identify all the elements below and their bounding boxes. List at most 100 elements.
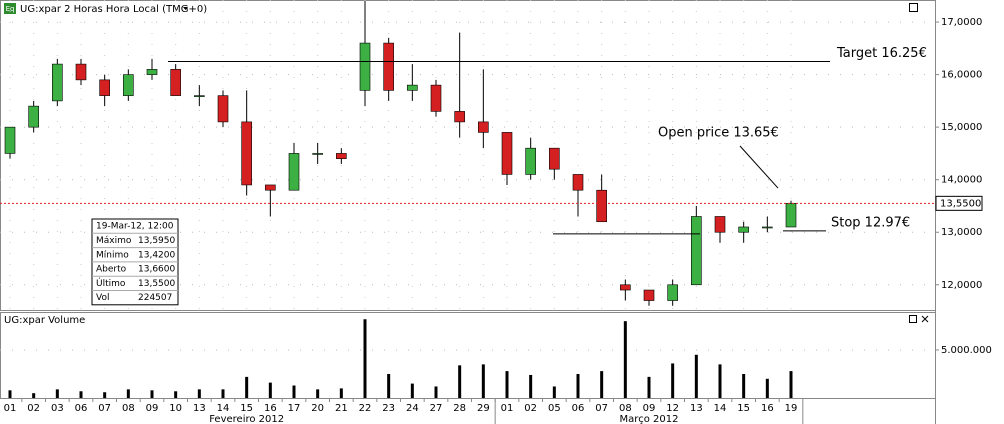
volume-bar [647, 376, 651, 398]
volume-bar [718, 364, 722, 398]
volume-bar [765, 378, 769, 398]
badge: Eq [6, 5, 15, 13]
volume-bar [576, 373, 580, 398]
candle-body [785, 203, 797, 228]
title-dropdown[interactable] [183, 7, 188, 10]
x-tick-label: 27 [430, 403, 443, 414]
candle-body [312, 153, 323, 155]
candle-body [407, 84, 418, 91]
x-tick-label: 22 [359, 403, 372, 414]
annotation: Target 16.25€ [836, 46, 927, 61]
x-tick-label: 01 [4, 403, 17, 414]
volume-bar [742, 373, 746, 398]
candle-body [620, 284, 631, 291]
volume-bar [221, 389, 225, 398]
x-tick-label: 14 [714, 403, 727, 414]
x-tick-label: 02 [524, 403, 537, 414]
x-tick-label: 20 [311, 403, 324, 414]
candle-body [525, 147, 536, 175]
candle-body [241, 121, 252, 186]
volume-bar [387, 373, 391, 398]
volume-bar [79, 391, 83, 398]
volume-bar [339, 388, 343, 398]
info-text: 19-Mar-12, 12:00 [96, 222, 174, 232]
info-text: Vol [96, 293, 109, 303]
volume-bar [268, 382, 272, 398]
x-tick-label: 14 [217, 403, 230, 414]
candle-body [336, 153, 347, 159]
volume-maximize[interactable] [909, 315, 917, 323]
candle-body [4, 126, 16, 154]
x-tick-label: 02 [27, 403, 40, 414]
candle-body [454, 111, 465, 123]
volume-bar [363, 319, 367, 398]
x-tick-label: 09 [643, 403, 656, 414]
y-tick-label: 14,0000 [941, 175, 982, 186]
volume-bar [529, 374, 533, 398]
candle-body [170, 69, 181, 96]
candle-body [643, 289, 655, 301]
volume-bar [103, 392, 107, 398]
x-tick-label: 09 [146, 403, 159, 414]
candle-body [667, 284, 678, 301]
maximize-button[interactable] [909, 3, 918, 12]
info-text: Mínimo [96, 250, 129, 260]
last-price-box [935, 195, 983, 211]
candle-body [288, 153, 300, 191]
info-text: Aberto [96, 265, 127, 275]
x-tick-label: 08 [122, 403, 135, 414]
x-tick-label: 17 [288, 403, 301, 414]
info-text: 13,5950 [138, 236, 175, 246]
x-tick-label: 06 [75, 403, 88, 414]
x-tick-label: 24 [406, 403, 419, 414]
x-tick-label: 21 [335, 403, 348, 414]
x-tick-label: 16 [264, 403, 277, 414]
x-tick-label: 15 [737, 403, 750, 414]
y-tick-label: 12,0000 [941, 280, 982, 291]
x-tick-label: 15 [240, 403, 253, 414]
volume-title: UG:xpar Volume [4, 315, 85, 326]
candle-body [714, 216, 726, 233]
volume-bar [552, 386, 556, 398]
x-tick-label: 13 [193, 403, 206, 414]
last-price-label: 13,5500 [940, 198, 981, 209]
volume-close[interactable] [921, 315, 929, 323]
x-tick-label: 07 [98, 403, 111, 414]
volume-bar [410, 383, 414, 398]
volume-bar [458, 365, 462, 398]
month-label: Março 2012 [620, 414, 679, 424]
info-text: Máximo [96, 236, 132, 246]
info-text: 13,5500 [138, 279, 175, 289]
candle-body [28, 105, 39, 128]
volume-bar [32, 393, 36, 398]
volume-bar [126, 389, 130, 398]
info-text: Último [96, 277, 126, 289]
candle-body [572, 174, 584, 191]
x-tick-label: 23 [382, 403, 395, 414]
candle-body [762, 226, 773, 229]
y-tick-label: 17,0000 [941, 17, 982, 28]
x-tick-label: 28 [453, 403, 466, 414]
x-tick-label: 29 [477, 403, 490, 414]
x-tick-label: 12 [666, 403, 679, 414]
candle-body [194, 95, 205, 97]
volume-bar [600, 371, 604, 398]
candle-body [123, 74, 134, 96]
volume-bar [789, 371, 793, 398]
candle-body [383, 42, 394, 91]
volume-bar [671, 363, 675, 398]
volume-bar [505, 371, 509, 398]
info-text: 13,4200 [138, 250, 175, 260]
chart-title: UG:xpar 2 Horas Hora Local (TMG+0) [20, 4, 207, 15]
x-tick-label: 06 [572, 403, 585, 414]
candle-body [691, 216, 702, 286]
annotation: Stop 12.97€ [831, 215, 910, 230]
volume-bar [55, 389, 59, 398]
month-label: Fevereiro 2012 [209, 414, 284, 424]
volume-bar [174, 391, 178, 398]
x-tick-label: 03 [51, 403, 64, 414]
volume-bar [316, 389, 320, 398]
candle-body [265, 184, 276, 191]
